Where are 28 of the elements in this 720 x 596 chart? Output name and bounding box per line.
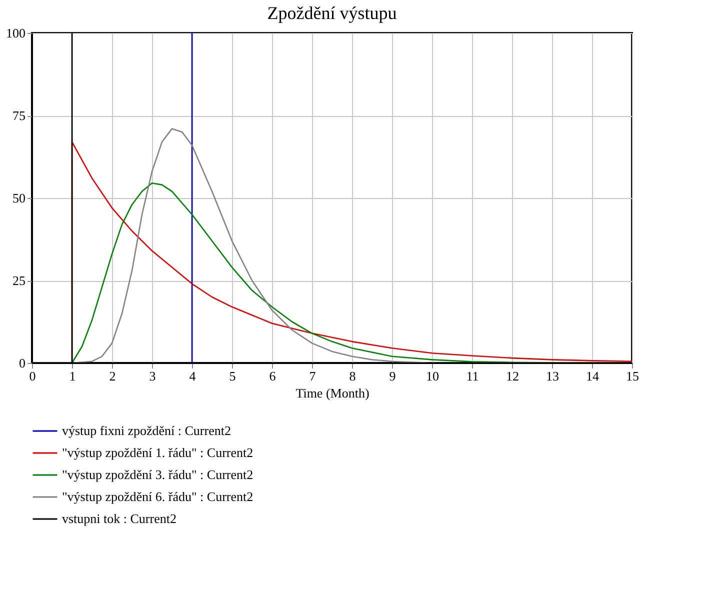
- x-tick-label: 7: [309, 368, 316, 384]
- x-tick-label: 9: [389, 368, 396, 384]
- legend-label: "výstup zpoždění 1. řádu" : Current2: [62, 445, 254, 460]
- x-tick-label: 1: [69, 368, 76, 384]
- x-tick-label: 10: [426, 368, 439, 384]
- x-tick-label: 4: [189, 368, 196, 384]
- y-tick-label: 0: [19, 356, 26, 370]
- x-tick-label: 6: [269, 368, 276, 384]
- y-tick-label: 75: [12, 108, 26, 123]
- x-tick-label: 14: [586, 368, 600, 384]
- legend-label: vstupni tok : Current2: [62, 511, 176, 526]
- x-tick-label: 2: [109, 368, 116, 384]
- y-tick-label: 25: [12, 273, 26, 288]
- x-tick-label: 11: [466, 368, 479, 384]
- x-tick-label: 13: [546, 368, 559, 384]
- legend-label: "výstup zpoždění 3. řádu" : Current2: [62, 467, 254, 482]
- x-tick-label: 15: [626, 368, 639, 384]
- x-tick-label: 8: [349, 368, 356, 384]
- x-tick-label: 12: [506, 368, 519, 384]
- x-tick-label: 0: [29, 368, 36, 384]
- chart-title: Zpoždění výstupu: [267, 3, 397, 23]
- y-tick-label: 50: [12, 190, 26, 206]
- legend-label: "výstup zpoždění 6. řádu" : Current2: [62, 489, 254, 504]
- x-tick-label: 3: [149, 368, 156, 384]
- x-tick-label: 5: [229, 368, 236, 384]
- x-axis-title: Time (Month): [296, 386, 370, 400]
- y-tick-label: 100: [6, 26, 26, 40]
- legend-label: výstup fixni zpoždění : Current2: [62, 423, 231, 438]
